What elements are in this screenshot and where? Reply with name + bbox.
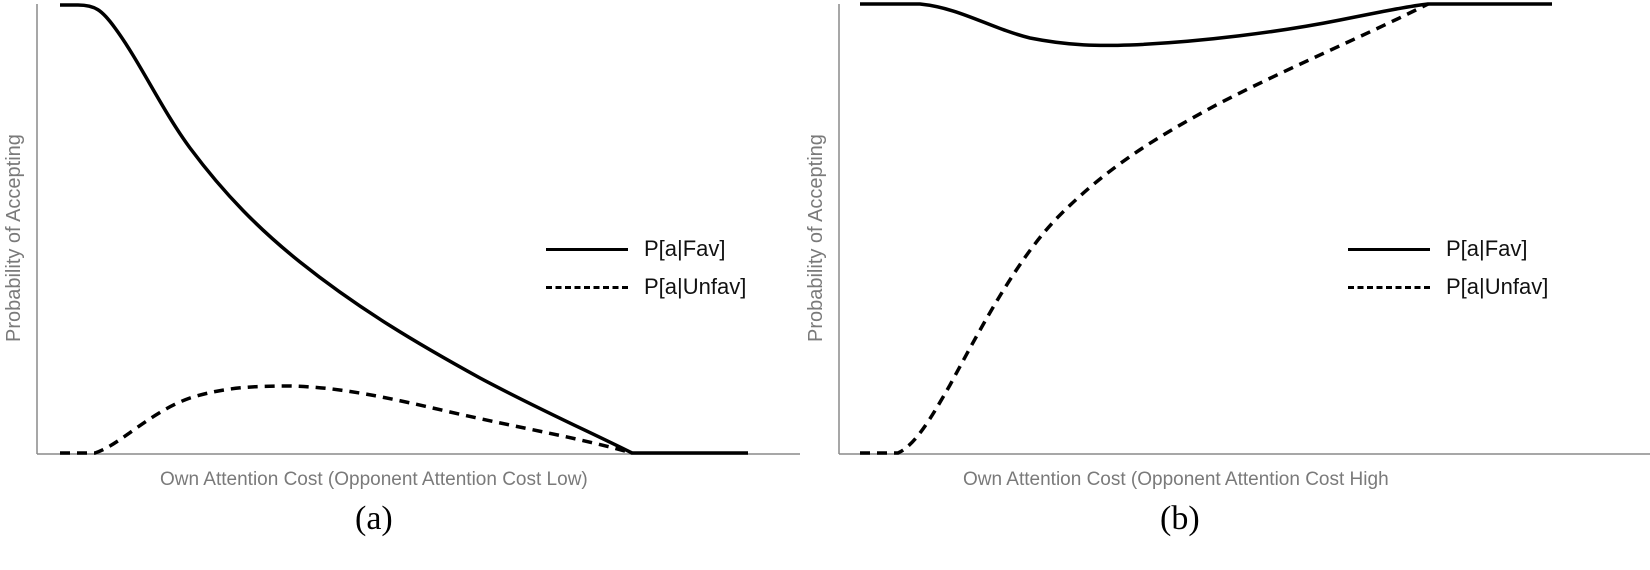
solid-line-swatch-icon — [1348, 247, 1430, 251]
y-axis-label: Probability of Accepting — [3, 134, 25, 342]
x-axis-label: Own Attention Cost (Opponent Attention C… — [963, 469, 1389, 490]
dashed-line-swatch-icon — [1348, 285, 1430, 289]
series-fav-line — [860, 2, 1552, 48]
chart-b-plot — [838, 2, 1650, 455]
chart-a-plot — [36, 3, 800, 455]
legend: P[a|Fav] P[a|Unfav] — [1348, 230, 1548, 306]
legend-label: P[a|Fav] — [1446, 236, 1528, 261]
chart-panel-a: Probability of Accepting Own Attention C… — [0, 0, 820, 570]
panel-caption: (b) — [1160, 500, 1200, 537]
legend-item-unfav: P[a|Unfav] — [546, 268, 746, 306]
legend-item-unfav: P[a|Unfav] — [1348, 268, 1548, 306]
panel-caption: (a) — [355, 500, 393, 537]
dashed-line-swatch-icon — [546, 285, 628, 289]
legend-label: P[a|Fav] — [644, 236, 726, 261]
legend-label: P[a|Unfav] — [1446, 274, 1549, 299]
series-unfav-line — [860, 2, 1429, 455]
chart-panel-b: Probability of Accepting Own Attention C… — [805, 0, 1650, 570]
y-axis-label: Probability of Accepting — [805, 134, 827, 342]
x-axis-label: Own Attention Cost (Opponent Attention C… — [160, 469, 588, 490]
series-unfav-line — [60, 384, 633, 455]
legend-item-fav: P[a|Fav] — [546, 230, 746, 268]
solid-line-swatch-icon — [546, 247, 628, 251]
series-fav-line — [60, 3, 748, 455]
legend-item-fav: P[a|Fav] — [1348, 230, 1548, 268]
legend: P[a|Fav] P[a|Unfav] — [546, 230, 746, 306]
legend-label: P[a|Unfav] — [644, 274, 747, 299]
